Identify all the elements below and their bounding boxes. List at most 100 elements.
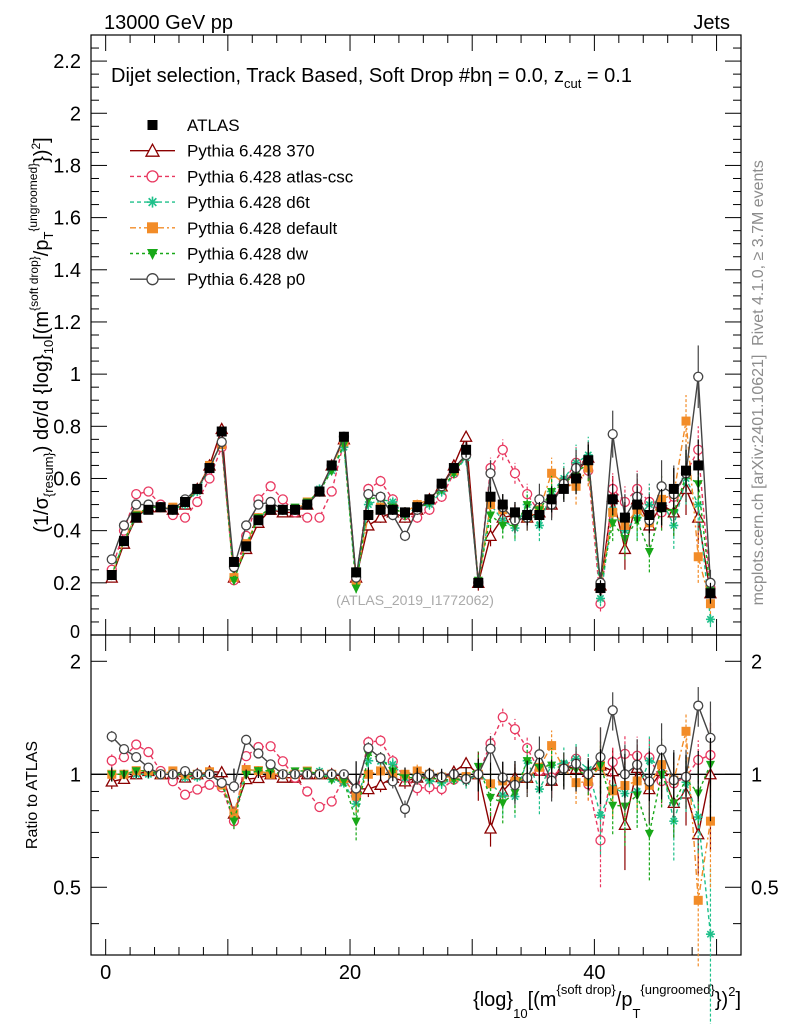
data-point bbox=[147, 120, 158, 130]
ylabel-e: [(m bbox=[31, 311, 53, 340]
data-point bbox=[106, 554, 117, 565]
y-tick-label: 2 bbox=[70, 103, 81, 125]
ylabel-j: }) bbox=[31, 149, 53, 162]
xlabel-d: {soft drop} bbox=[556, 982, 616, 997]
rivet-label: Rivet 4.1.0, ≥ 3.7M events bbox=[750, 160, 767, 346]
xlabel-g: {ungroomed} bbox=[640, 982, 715, 997]
data-point bbox=[436, 478, 447, 489]
legend-entry: Pythia 6.428 p0 bbox=[130, 270, 305, 289]
y-tick-label: 2.2 bbox=[53, 51, 81, 73]
data-point bbox=[399, 530, 411, 542]
legend-entry: Pythia 6.428 dw bbox=[130, 245, 309, 264]
main-axis-ticks bbox=[91, 35, 741, 635]
data-point bbox=[363, 488, 374, 500]
data-point bbox=[483, 821, 498, 834]
data-point bbox=[608, 801, 618, 811]
data-point bbox=[607, 428, 618, 440]
data-point bbox=[693, 371, 704, 382]
data-point bbox=[351, 817, 361, 827]
y-axis-label: (1/σ{resum}) dσ/d {log}10[(m{soft drop}/… bbox=[26, 137, 56, 533]
data-point bbox=[155, 502, 166, 513]
data-point bbox=[277, 494, 288, 505]
data-point bbox=[373, 510, 388, 523]
ratio-y-axis-label: Ratio to ATLAS bbox=[24, 741, 41, 849]
data-point bbox=[338, 431, 349, 442]
x-tick-label: 40 bbox=[583, 962, 605, 984]
data-point bbox=[147, 249, 158, 260]
data-point bbox=[522, 488, 533, 500]
ratio-series-layer bbox=[105, 687, 718, 1024]
data-point bbox=[547, 741, 557, 751]
data-point bbox=[399, 803, 411, 815]
data-point bbox=[373, 777, 388, 790]
data-point bbox=[497, 444, 508, 455]
data-point bbox=[705, 588, 716, 599]
data-point bbox=[498, 799, 508, 809]
data-point bbox=[192, 496, 203, 508]
data-point bbox=[131, 499, 142, 510]
legend: ATLAS Pythia 6.428 370 Pythia 6.428 atlas-… bbox=[130, 116, 354, 289]
data-point bbox=[681, 726, 691, 736]
legend-label: Pythia 6.428 default bbox=[187, 219, 338, 238]
data-point bbox=[644, 510, 655, 520]
data-point bbox=[375, 504, 386, 515]
data-point bbox=[693, 552, 703, 562]
x-axis-label: {log}10[(m{soft drop}/pT{ungroomed}})2] bbox=[473, 982, 741, 1021]
data-point bbox=[118, 536, 129, 547]
data-point bbox=[361, 782, 375, 795]
data-point bbox=[277, 504, 288, 515]
data-point bbox=[595, 583, 606, 594]
data-point bbox=[326, 796, 337, 807]
data-point bbox=[583, 455, 594, 466]
legend-entry: ATLAS bbox=[147, 116, 240, 135]
ylabel-h: T bbox=[41, 232, 56, 240]
data-point bbox=[265, 504, 276, 515]
data-point bbox=[558, 483, 569, 494]
header-right: Jets bbox=[693, 12, 730, 34]
data-point bbox=[204, 473, 215, 484]
mcplots-label: mcplots.cern.ch [arXiv:2401.10621] bbox=[750, 355, 767, 606]
data-point bbox=[253, 499, 264, 510]
data-point bbox=[522, 510, 533, 520]
data-point bbox=[326, 460, 337, 471]
ylabel-k: 2 bbox=[29, 142, 43, 149]
title-eta: η = 0.0, z bbox=[481, 65, 564, 87]
legend-entry: Pythia 6.428 default bbox=[130, 219, 338, 238]
y-tick-label: 1.2 bbox=[53, 312, 81, 334]
data-point bbox=[143, 746, 154, 758]
data-point bbox=[485, 468, 496, 479]
ylabel-d: 10 bbox=[41, 340, 56, 354]
ylabel-g: /p bbox=[31, 240, 53, 257]
data-point bbox=[595, 810, 605, 820]
data-point bbox=[277, 756, 288, 767]
data-point bbox=[326, 486, 337, 497]
data-point bbox=[485, 491, 496, 502]
series-pythia-6-428-p0 bbox=[106, 345, 716, 596]
data-point bbox=[485, 743, 496, 754]
data-point bbox=[486, 793, 496, 803]
data-point bbox=[693, 895, 703, 905]
xlabel-e: /p bbox=[616, 989, 633, 1011]
data-point bbox=[143, 504, 154, 515]
data-point bbox=[180, 496, 191, 507]
xlabel-h: }) bbox=[715, 989, 728, 1011]
xlabel-f: T bbox=[632, 1006, 640, 1021]
ratio-series-pythia-6-428-atlas-csc bbox=[106, 708, 716, 888]
data-point bbox=[229, 817, 239, 827]
data-point bbox=[509, 507, 520, 518]
watermark: (ATLAS_2019_I1772062) bbox=[336, 592, 494, 608]
ratio-y-tick-label-right: 1 bbox=[751, 764, 762, 786]
data-point bbox=[192, 784, 203, 795]
data-point bbox=[644, 829, 654, 839]
data-point bbox=[473, 577, 484, 588]
x-tick-label: 0 bbox=[100, 962, 111, 984]
ratio-y-tick-label-right: 2 bbox=[751, 651, 762, 673]
data-point bbox=[179, 512, 191, 523]
data-point bbox=[509, 468, 521, 479]
data-point bbox=[106, 570, 117, 580]
data-point bbox=[363, 750, 373, 760]
data-point bbox=[216, 777, 227, 789]
data-point bbox=[144, 142, 161, 157]
ylabel-l: ] bbox=[31, 137, 53, 143]
main-y-tick-labels: 0.2 0.4 0.6 0.8 1 1.2 1.4 1.6 1.8 2 2.2 bbox=[53, 51, 81, 595]
